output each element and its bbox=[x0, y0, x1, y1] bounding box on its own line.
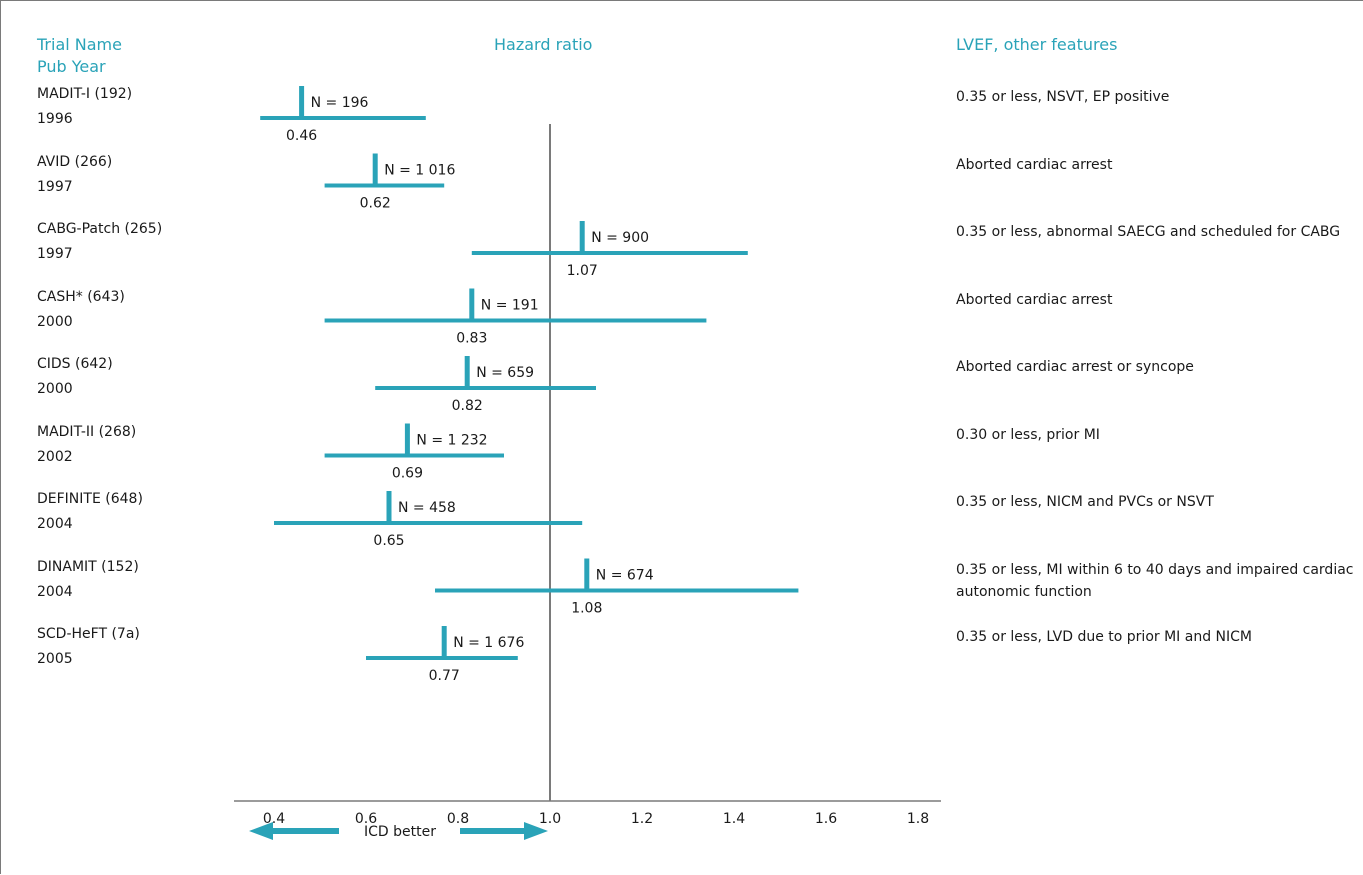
x-tick-label: 1.6 bbox=[815, 811, 837, 827]
trial-year: 2002 bbox=[37, 448, 73, 465]
point-estimate bbox=[299, 86, 305, 118]
hr-value-label: 0.77 bbox=[429, 668, 460, 684]
hr-value-label: 0.46 bbox=[286, 128, 317, 144]
point-estimate bbox=[469, 288, 475, 321]
trial-features: 0.35 or less, LVD due to prior MI and NI… bbox=[956, 629, 1252, 645]
trial-features: Aborted cardiac arrest bbox=[956, 156, 1113, 173]
x-axis-label: ICD better bbox=[364, 824, 436, 840]
trial-name: SCD-HeFT (7a) bbox=[37, 626, 140, 642]
trial-year: 1997 bbox=[37, 178, 73, 195]
hr-value-label: 1.08 bbox=[571, 601, 602, 617]
header-pub-year: Pub Year bbox=[37, 57, 106, 76]
point-estimate bbox=[404, 423, 410, 456]
point-estimate bbox=[464, 356, 470, 388]
arrow-right-icon bbox=[460, 822, 548, 840]
point-estimate bbox=[386, 491, 392, 523]
n-label: N = 1 676 bbox=[453, 635, 524, 651]
trial-year: 2000 bbox=[37, 381, 73, 397]
n-label: N = 1 016 bbox=[384, 163, 455, 179]
header-trial-name: Trial Name bbox=[37, 35, 122, 54]
n-label: N = 1 232 bbox=[416, 433, 487, 449]
trial-features: 0.35 or less, NICM and PVCs or NSVT bbox=[956, 494, 1214, 510]
trial-features: 0.30 or less, prior MI bbox=[956, 426, 1100, 443]
point-estimate bbox=[584, 558, 590, 591]
x-tick-label: 1.4 bbox=[723, 811, 745, 827]
trial-name: CABG-Patch (265) bbox=[37, 221, 163, 237]
n-label: N = 191 bbox=[481, 298, 539, 314]
x-tick-label: 0.6 bbox=[355, 811, 377, 827]
point-estimate bbox=[441, 626, 447, 658]
hr-value-label: 0.83 bbox=[456, 331, 487, 347]
trial-year: 1996 bbox=[37, 111, 73, 127]
hr-value-label: 0.62 bbox=[360, 196, 391, 212]
hr-value-label: 1.07 bbox=[567, 263, 598, 279]
n-label: N = 900 bbox=[591, 230, 649, 246]
trial-year: 2005 bbox=[37, 651, 73, 667]
n-label: N = 674 bbox=[596, 568, 654, 584]
trial-name: CASH* (643) bbox=[37, 288, 125, 305]
trial-features: 0.35 or less, NSVT, EP positive bbox=[956, 89, 1170, 105]
trial-name: AVID (266) bbox=[37, 153, 113, 170]
n-label: N = 196 bbox=[311, 95, 369, 111]
point-estimate bbox=[579, 221, 585, 253]
x-tick-label: 1.8 bbox=[907, 811, 929, 827]
arrow-left-icon bbox=[249, 822, 339, 840]
trial-name: DEFINITE (648) bbox=[37, 491, 143, 507]
trial-year: 2004 bbox=[37, 516, 73, 532]
header-hazard-ratio: Hazard ratio bbox=[494, 35, 593, 54]
trial-year: 2004 bbox=[37, 583, 73, 600]
trial-features: Aborted cardiac arrest or syncope bbox=[956, 359, 1194, 375]
trial-year: 1997 bbox=[37, 246, 73, 262]
point-estimate bbox=[372, 153, 378, 186]
x-tick-label: 1.0 bbox=[539, 811, 561, 827]
x-tick-label: 1.2 bbox=[631, 811, 653, 827]
n-label: N = 659 bbox=[476, 365, 534, 381]
x-tick-label: 0.8 bbox=[447, 811, 469, 827]
trial-year: 2000 bbox=[37, 313, 73, 330]
trial-name: MADIT-II (268) bbox=[37, 423, 137, 440]
hr-value-label: 0.69 bbox=[392, 466, 423, 482]
trial-name: MADIT-I (192) bbox=[37, 86, 133, 102]
hr-value-label: 0.82 bbox=[452, 398, 483, 414]
header-lvef: LVEF, other features bbox=[956, 35, 1118, 54]
trial-name: CIDS (642) bbox=[37, 356, 113, 372]
trial-features: 0.35 or less, MI within 6 to 40 days and… bbox=[956, 561, 1354, 600]
trial-features: 0.35 or less, abnormal SAECG and schedul… bbox=[956, 224, 1341, 240]
trial-name: DINAMIT (152) bbox=[37, 558, 139, 575]
trial-features: Aborted cardiac arrest bbox=[956, 291, 1113, 308]
hr-value-label: 0.65 bbox=[373, 533, 404, 549]
n-label: N = 458 bbox=[398, 500, 456, 516]
x-tick-label: 0.4 bbox=[263, 811, 285, 827]
